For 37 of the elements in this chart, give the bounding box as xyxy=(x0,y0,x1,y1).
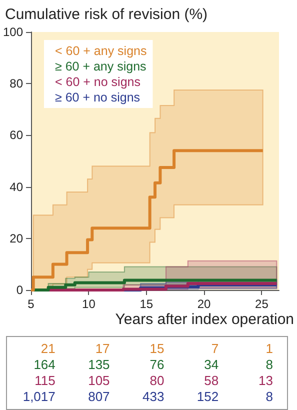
y-tick-label: 20 xyxy=(10,231,24,246)
text: 1,017 xyxy=(22,389,56,405)
text: 807 xyxy=(87,389,111,405)
text: 135 xyxy=(87,357,111,373)
x-axis-title: Years after index operation xyxy=(115,311,294,328)
text: < 60 + any signs xyxy=(55,44,147,58)
text: ≥ 60 + no signs xyxy=(55,90,140,104)
chart-title: Cumulative risk of revision (%) xyxy=(5,6,208,23)
text: 105 xyxy=(87,373,111,389)
text: 152 xyxy=(196,389,220,405)
y-tick-label: 80 xyxy=(10,76,24,91)
x-tick-label: 15 xyxy=(140,297,154,311)
y-tick-label: 40 xyxy=(10,180,24,194)
x-tick-label: 5 xyxy=(28,297,35,311)
text: < 60 + no signs xyxy=(55,75,140,89)
text: 8 xyxy=(264,389,274,405)
text: 13 xyxy=(258,373,274,389)
y-tick-label: 0 xyxy=(16,283,24,297)
text: 8 xyxy=(264,357,274,373)
text: ≥ 60 + any signs xyxy=(55,60,146,74)
text: 15 xyxy=(148,341,166,357)
y-tick-label: 60 xyxy=(10,128,24,142)
x-tick-label: 25 xyxy=(255,297,269,311)
x-tick-label: 10 xyxy=(82,297,96,311)
text: 7 xyxy=(210,341,220,357)
text: 21 xyxy=(40,341,56,357)
text: 17 xyxy=(94,341,111,357)
text: 1 xyxy=(264,341,274,357)
text: 433 xyxy=(141,389,166,405)
y-tick-label: 100 xyxy=(2,25,24,39)
text: 34 xyxy=(203,357,220,373)
text: 58 xyxy=(203,373,220,389)
text: 80 xyxy=(148,373,166,389)
text: 164 xyxy=(32,357,56,373)
text: 115 xyxy=(34,373,56,389)
text: 76 xyxy=(148,357,166,373)
x-tick-label: 20 xyxy=(197,297,212,311)
